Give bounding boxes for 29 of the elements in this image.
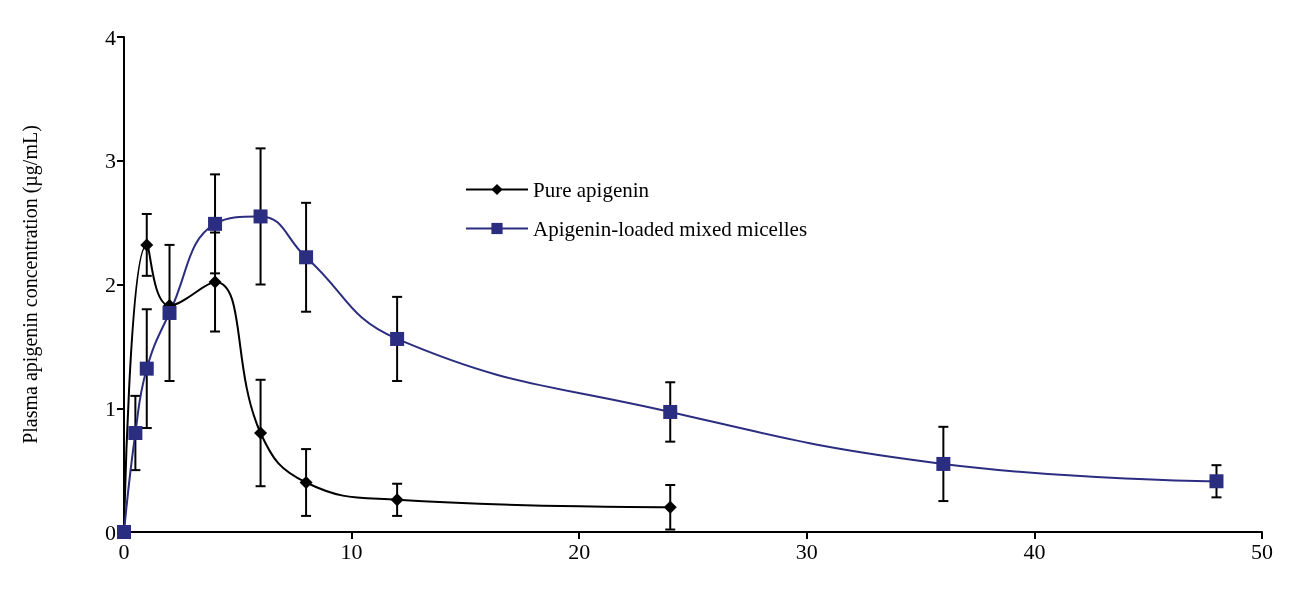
y-tick-label: 2 bbox=[105, 272, 116, 297]
y-tick-label: 4 bbox=[105, 24, 116, 50]
point bbox=[253, 209, 268, 224]
y-tick-label: 3 bbox=[105, 148, 116, 174]
x-tick-label: 40 bbox=[1023, 538, 1046, 564]
point bbox=[299, 476, 313, 489]
point bbox=[128, 426, 143, 440]
point bbox=[208, 275, 222, 289]
x-tick-label: 30 bbox=[795, 538, 818, 564]
point bbox=[139, 361, 154, 376]
point bbox=[936, 456, 951, 471]
point bbox=[254, 426, 268, 440]
point bbox=[663, 500, 677, 514]
point bbox=[1209, 474, 1224, 489]
point bbox=[208, 216, 223, 231]
legend-label: Apigenin-loaded mixed micelles bbox=[533, 216, 808, 241]
legend-label: Pure apigenin bbox=[533, 177, 650, 202]
point bbox=[162, 305, 177, 320]
y-tick-label: 1 bbox=[105, 395, 116, 421]
point bbox=[390, 331, 405, 346]
y-tick-label: 0 bbox=[105, 519, 116, 545]
point bbox=[663, 404, 678, 419]
point bbox=[299, 250, 314, 265]
y-axis-title: Plasma apigenin concentration (µg/mL) bbox=[19, 125, 42, 444]
x-tick-label: 10 bbox=[340, 538, 363, 564]
x-tick-label: 50 bbox=[1251, 538, 1273, 564]
point bbox=[140, 238, 154, 252]
x-tick-label: 20 bbox=[568, 538, 591, 564]
point bbox=[390, 493, 404, 507]
